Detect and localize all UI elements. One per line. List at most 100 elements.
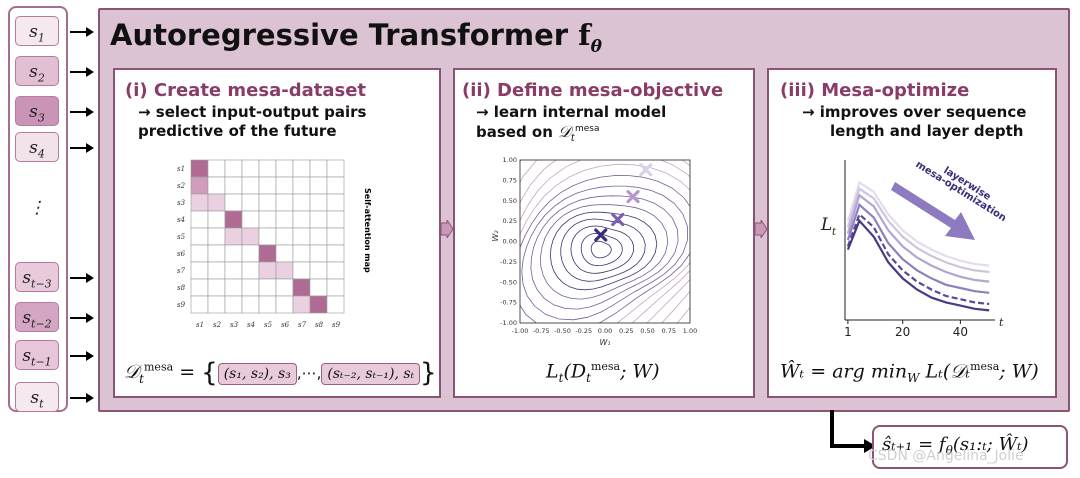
- heatmap-cell: [207, 193, 226, 212]
- loss-series-2: [846, 187, 990, 274]
- optimizer-marker: [594, 228, 608, 242]
- heatmap-row-label: s4: [177, 216, 185, 224]
- heatmap-cell: [190, 261, 209, 280]
- contour-line: [580, 232, 623, 267]
- y-tick-label: 0.50: [503, 197, 517, 205]
- loss-series-1: [846, 180, 990, 267]
- heatmap-cell: [224, 295, 243, 314]
- x-tick-label: 20: [895, 325, 910, 339]
- loss-series-4: [846, 202, 990, 294]
- heatmap-cell: [224, 193, 243, 212]
- panel3-subtitle-1: → improves over sequence: [802, 103, 1027, 121]
- token-base: s: [22, 268, 32, 288]
- panel2-subtitle-1: → learn internal model: [476, 103, 667, 121]
- heatmap-cell: [326, 278, 345, 297]
- x-tick-label: 1.00: [683, 327, 697, 335]
- heatmap-cell: [241, 244, 260, 263]
- panel3-title: (iii) Mesa-optimize: [780, 80, 970, 101]
- panel1-subtitle-2: predictive of the future: [138, 122, 337, 140]
- heatmap-cell: [275, 210, 294, 229]
- token-base: ⋮: [28, 198, 46, 218]
- heatmap-cell: [309, 210, 328, 229]
- contour-line: [520, 160, 690, 323]
- heatmap-cell: [275, 193, 294, 212]
- y-tick-label: -1.00: [500, 319, 517, 327]
- panel3-formula: Ŵₜ = arg minW Lₜ(𝒟ₜmesa; W): [780, 360, 1039, 386]
- heatmap-cell: [326, 176, 345, 195]
- title-symbol: fθ: [578, 18, 602, 57]
- heatmap-cell: [224, 159, 243, 178]
- token-arrow-line: [70, 147, 90, 149]
- heatmap-cell: [207, 159, 226, 178]
- panel2-title: (ii) Define mesa-objective: [462, 80, 724, 101]
- y-tick-label: 0.00: [503, 238, 517, 246]
- token-arrow-line: [70, 71, 90, 73]
- heatmap-cell: [258, 210, 277, 229]
- heatmap-cell: [207, 176, 226, 195]
- y-tick-label: -0.75: [500, 299, 517, 307]
- brace-open: {: [201, 358, 218, 388]
- token-arrow-line: [70, 317, 90, 319]
- x-tick-label: -0.50: [554, 327, 571, 335]
- token-sub: t: [39, 397, 44, 411]
- heatmap-cell: [241, 278, 260, 297]
- contour-line: [590, 240, 612, 259]
- contour-line: [520, 175, 690, 323]
- contour-line: [520, 160, 690, 323]
- heatmap-cell: [190, 193, 209, 212]
- heatmap-cell: [258, 159, 277, 178]
- heatmap-cell: [207, 244, 226, 263]
- token-sub: t−2: [31, 317, 52, 331]
- heatmap-cell: [190, 278, 209, 297]
- heatmap-cell: [190, 227, 209, 246]
- heatmap-cell: [258, 176, 277, 195]
- heatmap-cell: [292, 278, 311, 297]
- y-axis-label: L: [820, 215, 832, 235]
- arrow-right-icon: [86, 393, 94, 403]
- heatmap-col-label: s5: [264, 321, 273, 328]
- heatmap-cell: [207, 227, 226, 246]
- heatmap-cell: [241, 295, 260, 314]
- x-tick-label: -0.25: [575, 327, 592, 335]
- heatmap-row-label: s5: [177, 233, 186, 241]
- heatmap-cell: [190, 244, 209, 263]
- contour-line: [520, 160, 690, 323]
- heatmap-cell: [190, 210, 209, 229]
- token-6: st−3: [15, 262, 59, 292]
- y-tick-label: 0.25: [503, 217, 517, 225]
- heatmap-cell: [292, 295, 311, 314]
- token-sub: t−1: [31, 355, 52, 369]
- heatmap-row-label: s9: [177, 301, 186, 309]
- heatmap-row-label: s3: [177, 199, 186, 207]
- heatmap-col-label: s2: [213, 321, 222, 328]
- heatmap-cell: [275, 278, 294, 297]
- token-7: st−2: [15, 302, 59, 332]
- pair-last: (sₜ₋₂, sₜ₋₁), sₜ: [321, 363, 421, 385]
- optimizer-marker: [626, 190, 640, 204]
- heatmap-cell: [309, 244, 328, 263]
- heatmap-col-label: s9: [332, 321, 341, 328]
- heatmap-label: Self-attention map: [363, 188, 372, 273]
- token-2: s2: [15, 56, 59, 86]
- heatmap-col-label: s3: [230, 321, 239, 328]
- heatmap-cell: [241, 159, 260, 178]
- heatmap-row-label: s2: [177, 182, 186, 190]
- heatmap-cell: [224, 227, 243, 246]
- heatmap-cell: [207, 261, 226, 280]
- y-axis-label: W₂: [491, 230, 500, 242]
- token-arrow-line: [70, 111, 90, 113]
- panel1-subtitle-1: → select input-output pairs: [138, 103, 367, 121]
- token-5: ⋮: [15, 193, 59, 223]
- optimizer-marker: [611, 212, 625, 227]
- heatmap-cell: [326, 210, 345, 229]
- title-text: Autoregressive Transformer: [110, 18, 569, 52]
- plot-frame: [519, 159, 691, 324]
- output-formula: ŝₜ₊₁ = fθ(s₁:ₜ; Ŵₜ): [882, 434, 1029, 458]
- heatmap-cell: [275, 159, 294, 178]
- token-base: s: [29, 102, 38, 122]
- heatmap-cell: [292, 210, 311, 229]
- loss-contour-plot: -1.00 -0.75 -0.50 -0.25 0.00 0.25 0.50 0.75 1.00…: [491, 156, 697, 347]
- heatmap-cell: [258, 227, 277, 246]
- panel-mesa-optimize: [767, 68, 1057, 398]
- token-sub: 2: [37, 71, 45, 85]
